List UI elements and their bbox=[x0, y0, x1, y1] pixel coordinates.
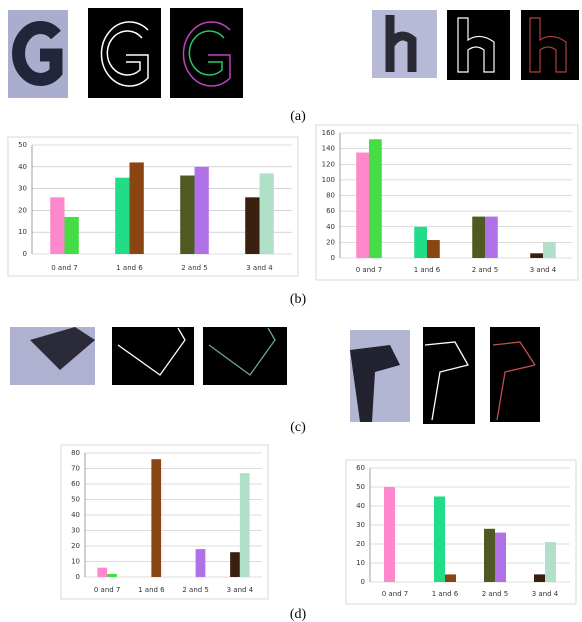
x-tick-label: 3 and 4 bbox=[227, 586, 254, 594]
bar bbox=[356, 153, 369, 258]
y-tick-label: 20 bbox=[71, 542, 80, 550]
bar bbox=[427, 240, 440, 258]
x-tick-label: 0 and 7 bbox=[382, 590, 409, 598]
y-tick-label: 100 bbox=[322, 176, 335, 184]
x-tick-label: 3 and 4 bbox=[246, 264, 273, 272]
bar bbox=[384, 487, 395, 582]
y-tick-label: 50 bbox=[356, 483, 365, 491]
bar bbox=[65, 217, 79, 254]
plot-frame bbox=[346, 460, 576, 604]
bar bbox=[240, 473, 250, 577]
y-tick-label: 40 bbox=[326, 223, 335, 231]
y-tick-label: 70 bbox=[71, 465, 80, 473]
bar bbox=[545, 542, 556, 582]
bar bbox=[195, 167, 209, 254]
x-tick-label: 2 and 5 bbox=[472, 266, 499, 274]
bar bbox=[196, 549, 206, 577]
y-tick-label: 140 bbox=[322, 145, 335, 153]
y-tick-label: 20 bbox=[356, 540, 365, 548]
bar bbox=[472, 217, 485, 258]
bar bbox=[180, 176, 194, 254]
x-tick-label: 1 and 6 bbox=[432, 590, 459, 598]
bar bbox=[245, 197, 259, 254]
x-tick-label: 3 and 4 bbox=[530, 266, 557, 274]
caption: (c) bbox=[290, 420, 306, 435]
bar bbox=[107, 574, 117, 577]
y-tick-label: 40 bbox=[356, 502, 365, 510]
bar bbox=[530, 253, 543, 258]
y-tick-label: 160 bbox=[322, 129, 335, 137]
x-tick-label: 1 and 6 bbox=[414, 266, 441, 274]
y-tick-label: 30 bbox=[356, 521, 365, 529]
y-tick-label: 60 bbox=[71, 480, 80, 488]
images-c bbox=[10, 327, 540, 424]
caption: (b) bbox=[290, 292, 307, 307]
bar bbox=[543, 242, 556, 258]
bar bbox=[115, 178, 129, 254]
bar bbox=[50, 197, 64, 254]
bar bbox=[484, 529, 495, 582]
y-tick-label: 30 bbox=[71, 527, 80, 535]
y-tick-label: 80 bbox=[326, 192, 335, 200]
y-tick-label: 20 bbox=[326, 238, 335, 246]
bar bbox=[485, 217, 498, 258]
bar bbox=[414, 227, 427, 258]
bar bbox=[495, 533, 506, 582]
y-tick-label: 60 bbox=[326, 207, 335, 215]
bar bbox=[151, 459, 161, 577]
caption: (d) bbox=[290, 607, 307, 622]
bar bbox=[445, 574, 456, 582]
y-tick-label: 20 bbox=[18, 206, 27, 214]
images-a bbox=[8, 8, 579, 98]
bar bbox=[230, 552, 240, 577]
y-tick-label: 50 bbox=[18, 141, 27, 149]
y-tick-label: 60 bbox=[356, 464, 365, 472]
y-tick-label: 40 bbox=[18, 163, 27, 171]
bar bbox=[434, 497, 445, 583]
bar bbox=[130, 162, 144, 254]
x-tick-label: 0 and 7 bbox=[94, 586, 121, 594]
y-tick-label: 30 bbox=[18, 185, 27, 193]
x-tick-label: 2 and 5 bbox=[181, 264, 208, 272]
y-tick-label: 0 bbox=[361, 578, 365, 586]
y-tick-label: 0 bbox=[23, 250, 27, 258]
x-tick-label: 0 and 7 bbox=[356, 266, 383, 274]
x-tick-label: 2 and 5 bbox=[182, 586, 209, 594]
y-tick-label: 120 bbox=[322, 160, 335, 168]
y-tick-label: 0 bbox=[331, 254, 335, 262]
y-tick-label: 80 bbox=[71, 449, 80, 457]
bar bbox=[369, 139, 382, 258]
y-tick-label: 40 bbox=[71, 511, 80, 519]
bar bbox=[260, 173, 274, 254]
y-tick-label: 10 bbox=[356, 559, 365, 567]
x-tick-label: 3 and 4 bbox=[532, 590, 559, 598]
y-tick-label: 0 bbox=[76, 573, 80, 581]
caption: (a) bbox=[290, 109, 306, 124]
x-tick-label: 0 and 7 bbox=[51, 264, 78, 272]
x-tick-label: 1 and 6 bbox=[116, 264, 143, 272]
y-tick-label: 50 bbox=[71, 496, 80, 504]
figure: (a) (b) (c) (d) 0 10 20 30 40 50 0 and 7 1 and … bbox=[0, 0, 582, 622]
x-tick-label: 2 and 5 bbox=[482, 590, 509, 598]
y-tick-label: 10 bbox=[18, 228, 27, 236]
x-tick-label: 1 and 6 bbox=[138, 586, 165, 594]
bar bbox=[534, 574, 545, 582]
y-tick-label: 10 bbox=[71, 558, 80, 566]
bar bbox=[97, 568, 107, 577]
